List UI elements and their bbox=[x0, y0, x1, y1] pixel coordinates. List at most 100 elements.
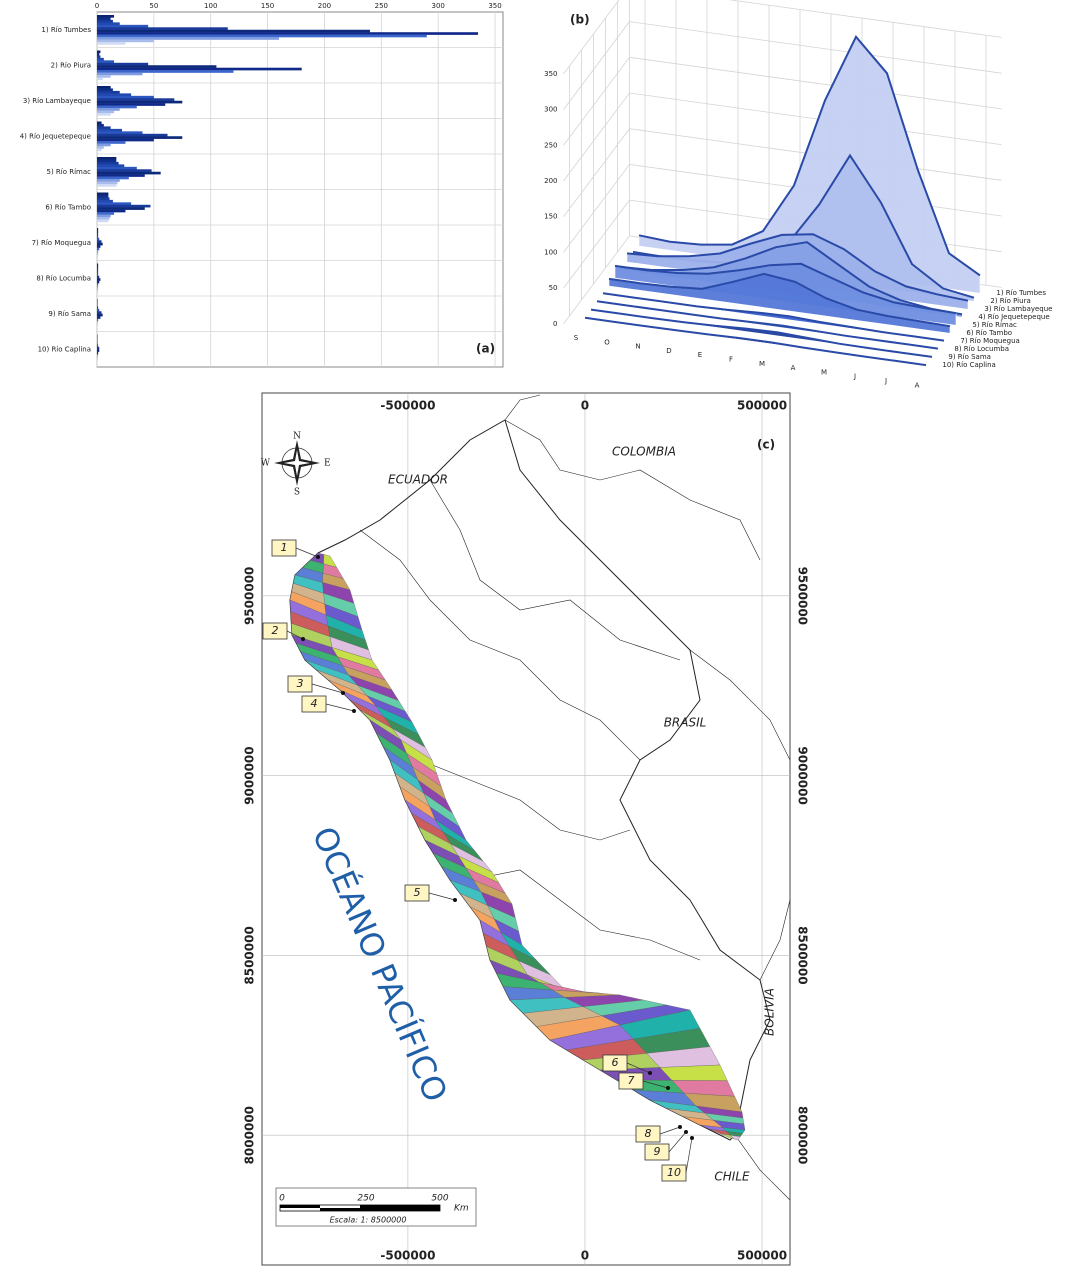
bar bbox=[97, 204, 151, 208]
label-box bbox=[618, 1072, 644, 1090]
bar bbox=[97, 27, 228, 30]
panel-label: (b) bbox=[570, 13, 590, 27]
bar bbox=[97, 121, 102, 125]
y-tick-label: 10) Río Caplina bbox=[38, 345, 91, 353]
bar bbox=[97, 199, 113, 203]
x-tick-label: 50 bbox=[149, 2, 158, 10]
bar bbox=[97, 17, 111, 21]
country-label: ECUADOR bbox=[388, 473, 448, 487]
y-tick-label: 100 bbox=[544, 248, 557, 256]
bar bbox=[97, 356, 98, 360]
region-line bbox=[359, 529, 641, 761]
bar bbox=[97, 29, 370, 33]
bar bbox=[97, 34, 427, 38]
bar bbox=[97, 194, 109, 198]
x-tick-label: 300 bbox=[431, 2, 444, 10]
bar bbox=[97, 212, 115, 215]
bar bbox=[97, 55, 101, 59]
bar bbox=[97, 32, 478, 35]
bar bbox=[97, 174, 145, 177]
bar bbox=[97, 39, 154, 43]
country-label: BRASIL bbox=[664, 716, 707, 730]
bar bbox=[97, 341, 98, 345]
leader-line bbox=[311, 683, 344, 694]
bar bbox=[97, 283, 99, 286]
bar bbox=[97, 75, 111, 78]
compass-label: W bbox=[261, 459, 271, 469]
bar bbox=[97, 299, 98, 302]
bar bbox=[97, 42, 126, 45]
bar bbox=[97, 88, 113, 92]
legend-label: 5) Río Rímac bbox=[972, 321, 1017, 329]
y-tick-label: 2) Río Piura bbox=[51, 61, 91, 69]
legend-label: 2) Río Piura bbox=[990, 297, 1030, 305]
bar bbox=[97, 275, 100, 279]
x-tick-label: 0 bbox=[95, 2, 99, 10]
region-line bbox=[504, 394, 541, 421]
bar bbox=[97, 157, 117, 160]
bar bbox=[97, 359, 98, 362]
x-tick-label: N bbox=[635, 343, 640, 351]
map-x-label: 500000 bbox=[737, 1249, 787, 1263]
legend-label: 10) Río Caplina bbox=[942, 361, 995, 369]
bar bbox=[97, 273, 99, 276]
leader-line bbox=[642, 1080, 669, 1089]
bar bbox=[97, 123, 104, 127]
x-tick-label: J bbox=[884, 377, 887, 385]
outlet bbox=[316, 555, 320, 559]
bar bbox=[97, 288, 99, 291]
label-box bbox=[404, 884, 430, 902]
bar bbox=[97, 303, 98, 307]
bar bbox=[97, 250, 99, 253]
basin bbox=[729, 1134, 741, 1141]
bar bbox=[97, 240, 102, 243]
bar bbox=[97, 169, 152, 172]
bar bbox=[97, 166, 137, 170]
river-number: 8 bbox=[645, 1127, 652, 1140]
bar bbox=[97, 100, 183, 104]
bar bbox=[97, 67, 302, 71]
label-box bbox=[661, 1164, 687, 1182]
bar bbox=[97, 197, 110, 201]
bar bbox=[97, 313, 103, 317]
bar bbox=[97, 219, 109, 223]
bar bbox=[97, 77, 103, 81]
compass-label: S bbox=[294, 488, 300, 498]
leader-line bbox=[325, 703, 355, 712]
bar bbox=[97, 245, 101, 248]
region-line bbox=[419, 759, 631, 841]
scale-unit: Km bbox=[454, 1204, 469, 1214]
area-edge bbox=[620, 241, 963, 316]
label-box bbox=[271, 539, 297, 557]
bar bbox=[97, 232, 99, 236]
grid-line bbox=[563, 21, 1002, 110]
bar bbox=[97, 98, 175, 101]
basin bbox=[659, 1064, 728, 1081]
bar bbox=[97, 95, 154, 99]
y-tick-label: 3) Río Lambayeque bbox=[23, 97, 91, 105]
x-tick-label: 250 bbox=[375, 2, 388, 10]
scale-text: Escala: 1: 8500000 bbox=[330, 1216, 407, 1225]
bar bbox=[97, 242, 103, 246]
map-y-label: 9500000 bbox=[243, 567, 257, 625]
y-tick-label: 300 bbox=[544, 106, 557, 114]
bar bbox=[97, 90, 120, 94]
bar bbox=[97, 57, 104, 61]
bar bbox=[97, 354, 98, 357]
bar bbox=[97, 237, 100, 241]
leader-line bbox=[659, 1126, 681, 1135]
bar bbox=[97, 323, 98, 327]
legend-label: 9) Río Sama bbox=[948, 353, 991, 361]
bar bbox=[97, 146, 104, 149]
bar bbox=[97, 179, 120, 182]
outlet bbox=[341, 691, 345, 695]
x-tick-label: O bbox=[604, 338, 610, 346]
area-edge bbox=[602, 292, 945, 342]
bar bbox=[97, 214, 111, 218]
map-x-label: -500000 bbox=[380, 1249, 435, 1263]
bar bbox=[97, 265, 99, 269]
y-tick-label: 7) Río Moquegua bbox=[32, 239, 91, 247]
legend-label: 4) Río Jequetepeque bbox=[978, 313, 1049, 321]
panel-label: (a) bbox=[476, 342, 495, 356]
